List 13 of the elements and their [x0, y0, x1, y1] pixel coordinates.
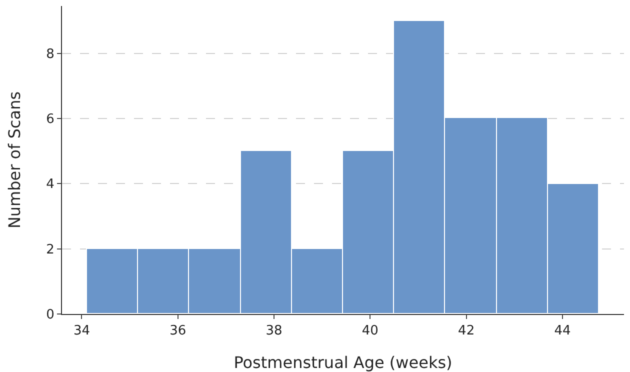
y-tick-label: 0 [46, 308, 54, 323]
y-axis-title: Number of Scans [5, 91, 24, 229]
y-tick-label: 6 [46, 112, 54, 127]
y-tick-label: 8 [46, 46, 54, 62]
x-tick-label: 40 [362, 324, 378, 339]
x-tick-label: 44 [554, 324, 571, 339]
y-tick-label: 4 [46, 177, 54, 192]
x-axis-title: Postmenstrual Age (weeks) [234, 353, 452, 372]
x-tick-label: 36 [170, 324, 186, 339]
x-tick-label: 34 [73, 324, 90, 339]
x-tick-label: 38 [266, 324, 282, 339]
x-tick-label: 42 [458, 324, 475, 339]
y-tick-label: 2 [46, 242, 54, 258]
